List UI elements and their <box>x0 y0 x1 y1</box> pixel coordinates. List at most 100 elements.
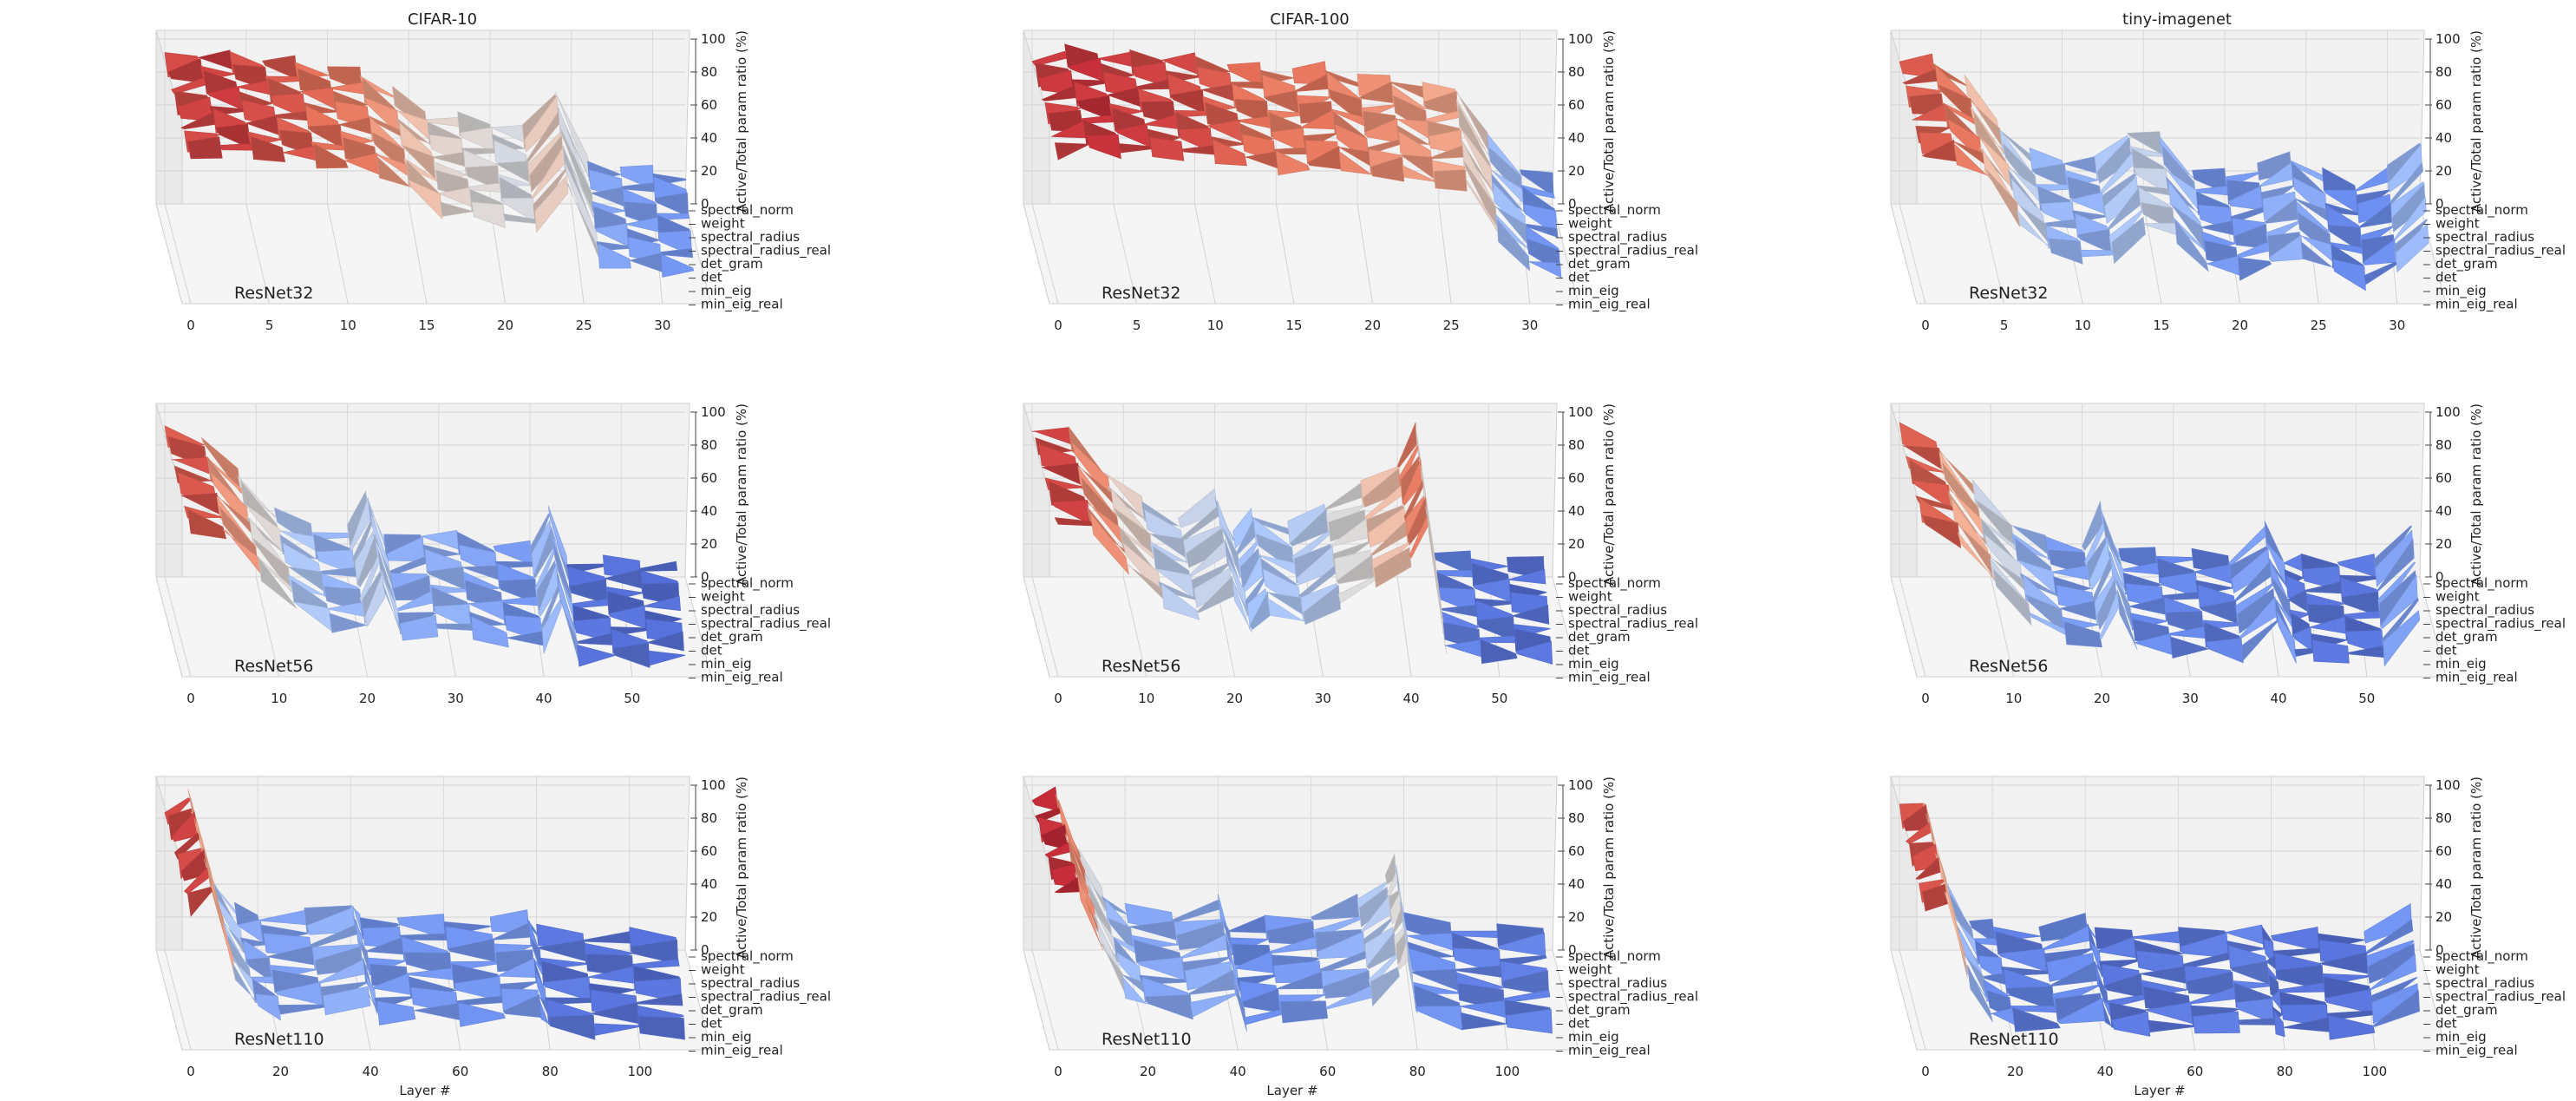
surface-face <box>549 526 571 583</box>
panel-cifar-100-resnet110: 0 20 40 60 80 100 0 20 40 60 80 100 Active/Total par… <box>1023 776 1698 1098</box>
surface-face <box>399 933 448 941</box>
surface-face <box>400 614 439 641</box>
surface-face <box>2389 161 2424 206</box>
surface-face <box>1135 956 1186 981</box>
surface-face <box>1158 580 1198 601</box>
surface-face <box>1454 89 1489 153</box>
category-label: weight <box>701 589 745 605</box>
category-label: det_gram <box>1568 629 1631 646</box>
surface-face <box>2376 538 2415 592</box>
surface-face <box>1087 506 1127 552</box>
surface-face <box>559 599 580 664</box>
surface-face <box>1953 142 1989 176</box>
surface-face <box>1189 993 1239 1018</box>
surface-face <box>2174 218 2209 272</box>
x-grid-line <box>1357 203 1373 305</box>
surface-face <box>532 957 544 977</box>
surface-face <box>1984 167 2021 227</box>
category-label: det_gram <box>2435 629 2498 646</box>
category-label: det <box>2435 1016 2457 1032</box>
category-label: min_eig <box>701 656 752 672</box>
surface-face <box>538 563 559 617</box>
surface-face <box>2237 1018 2277 1026</box>
surface-face <box>1944 891 1971 980</box>
surface-face <box>638 1016 685 1040</box>
x-tick-label: 20 <box>2007 1064 2024 1079</box>
surface-face <box>1978 146 2015 191</box>
surface-face <box>1433 169 1468 192</box>
surface-face <box>1396 422 1418 469</box>
x-tick-label: 100 <box>1495 1064 1520 1079</box>
surface-face <box>440 201 474 217</box>
surface-face <box>219 143 254 151</box>
model-label: ResNet56 <box>234 657 313 676</box>
surface-face <box>631 959 680 970</box>
surface-face <box>186 887 214 917</box>
x-tick-label: 40 <box>535 691 552 706</box>
surface-face <box>1251 516 1291 536</box>
z-tick-label: 20 <box>1568 536 1585 552</box>
surface-face <box>646 631 684 652</box>
surface-face <box>1461 139 1495 194</box>
z-tick-label: 20 <box>2435 909 2452 925</box>
model-label: ResNet56 <box>1102 657 1180 676</box>
x-tick-label: 30 <box>448 691 464 706</box>
surface-face <box>1449 930 1499 939</box>
surface-face <box>232 962 259 1003</box>
x-tick-label: 30 <box>1315 691 1331 706</box>
category-label: spectral_radius_real <box>701 616 831 632</box>
surface-face <box>457 1002 506 1027</box>
x-tick-label: 60 <box>1319 1064 1336 1079</box>
surface-face <box>502 213 538 225</box>
surface-face <box>171 77 207 95</box>
category-label: spectral_norm <box>2435 202 2528 219</box>
surface-face <box>1050 500 1091 525</box>
surface-face <box>277 1004 326 1015</box>
surface-face <box>258 555 297 609</box>
surface-face <box>1105 473 1145 521</box>
x-tick-label: 20 <box>1364 318 1381 333</box>
surface-face <box>1915 495 1956 512</box>
surface-face <box>1515 640 1553 665</box>
x-tick-label: 40 <box>1402 691 1419 706</box>
z-tick-label: 80 <box>1568 64 1585 80</box>
surface-face <box>539 999 551 1026</box>
x-axis-label: Layer # <box>1266 1083 1317 1098</box>
model-label: ResNet110 <box>1969 1030 2059 1049</box>
category-label: det <box>701 1016 722 1032</box>
x-tick-label: 0 <box>1054 1064 1062 1079</box>
surface-face <box>2329 242 2364 255</box>
z-tick-label: 40 <box>2435 130 2452 146</box>
category-label: min_eig_real <box>1568 1043 1651 1059</box>
surface-face <box>1497 932 1546 957</box>
z-tick-label: 20 <box>2435 536 2452 552</box>
category-label: weight <box>1568 589 1612 605</box>
surface-face <box>379 569 401 632</box>
surface-face <box>1031 50 1069 67</box>
surface-face <box>1906 822 1933 845</box>
x-tick-label: 30 <box>2182 691 2199 706</box>
z-tick-label: 0 <box>1568 942 1577 958</box>
x-tick-label: 10 <box>2075 318 2091 333</box>
category-label: det <box>1568 643 1590 659</box>
category-label: spectral_radius <box>701 602 800 619</box>
surface-face <box>2294 647 2315 657</box>
surface-face <box>1976 133 2012 188</box>
surface-face <box>1496 218 1531 272</box>
z-axis-label: Active/Total param ratio (%) <box>734 403 749 586</box>
surface-face <box>2311 639 2350 664</box>
x-grid-line <box>1899 576 1926 678</box>
surface-face <box>1267 598 1305 622</box>
surface-face <box>459 127 494 152</box>
surface-face <box>2272 596 2293 628</box>
surface-face <box>180 493 220 515</box>
surface-face <box>2199 600 2239 625</box>
surface-face <box>382 580 403 635</box>
category-label: min_eig_real <box>2435 1043 2518 1059</box>
category-label: min_eig <box>701 1029 752 1045</box>
x-axis-label: Layer # <box>2134 1083 2185 1098</box>
column-title: CIFAR-10 <box>408 10 477 29</box>
category-label: det_gram <box>701 256 763 272</box>
surface-face <box>556 104 592 182</box>
surface-face <box>2076 228 2113 254</box>
